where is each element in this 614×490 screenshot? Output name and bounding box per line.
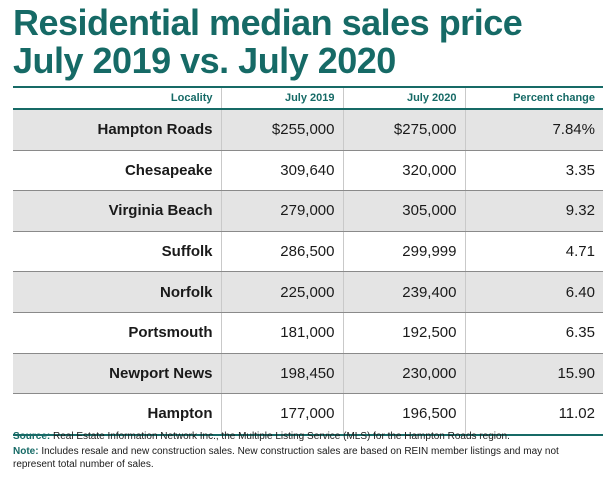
july-2019-cell: $255,000	[220, 109, 343, 151]
source-text: Real Estate Information Network Inc., th…	[53, 431, 510, 442]
july-2019-cell: 177,000	[220, 393, 343, 436]
july-2020-cell: 320,000	[342, 150, 465, 192]
table-body: Hampton Roads $255,000 $275,000 7.84% Chesap…	[13, 109, 603, 436]
table-row: Newport News 198,450 230,000 15.90	[13, 353, 603, 395]
july-2020-cell: 299,999	[342, 231, 465, 273]
percent-change-cell: 11.02	[464, 393, 603, 436]
table-row: Chesapeake 309,640 320,000 3.35	[13, 150, 603, 192]
table-row: Hampton Roads $255,000 $275,000 7.84%	[13, 109, 603, 151]
july-2020-cell: $275,000	[342, 109, 465, 151]
header-row: Locality July 2019 July 2020 Percent cha…	[13, 86, 603, 110]
title-line-1: Residential median sales price	[13, 2, 523, 43]
source-label: Source:	[13, 431, 51, 442]
percent-change-cell: 4.71	[464, 231, 603, 273]
locality-cell: Hampton	[13, 393, 221, 436]
table-row: Suffolk 286,500 299,999 4.71	[13, 231, 603, 273]
header-locality: Locality	[13, 86, 221, 110]
table-row: Hampton 177,000 196,500 11.02	[13, 393, 603, 436]
percent-change-cell: 7.84%	[464, 109, 603, 151]
locality-cell: Newport News	[13, 353, 221, 395]
price-table-container: Locality July 2019 July 2020 Percent cha…	[13, 86, 603, 436]
locality-cell: Chesapeake	[13, 150, 221, 192]
footnotes: Source: Real Estate Information Network …	[13, 430, 603, 473]
chart-title: Residential median sales price July 2019…	[13, 4, 603, 80]
price-table: Locality July 2019 July 2020 Percent cha…	[13, 86, 603, 436]
july-2020-cell: 230,000	[342, 353, 465, 395]
july-2020-cell: 305,000	[342, 190, 465, 232]
note: Note: Includes resale and new constructi…	[13, 445, 603, 471]
locality-cell: Virginia Beach	[13, 190, 221, 232]
july-2019-cell: 198,450	[220, 353, 343, 395]
july-2019-cell: 309,640	[220, 150, 343, 192]
july-2020-cell: 239,400	[342, 271, 465, 313]
percent-change-cell: 3.35	[464, 150, 603, 192]
table-row: Virginia Beach 279,000 305,000 9.32	[13, 190, 603, 232]
july-2019-cell: 279,000	[220, 190, 343, 232]
locality-cell: Norfolk	[13, 271, 221, 313]
table-row: Norfolk 225,000 239,400 6.40	[13, 271, 603, 313]
percent-change-cell: 6.35	[464, 312, 603, 354]
percent-change-cell: 15.90	[464, 353, 603, 395]
july-2019-cell: 181,000	[220, 312, 343, 354]
header-july-2020: July 2020	[342, 86, 465, 110]
source-note: Source: Real Estate Information Network …	[13, 430, 603, 443]
percent-change-cell: 6.40	[464, 271, 603, 313]
title-line-2: July 2019 vs. July 2020	[13, 40, 396, 81]
july-2019-cell: 225,000	[220, 271, 343, 313]
table-row: Portsmouth 181,000 192,500 6.35	[13, 312, 603, 354]
july-2020-cell: 192,500	[342, 312, 465, 354]
header-percent-change: Percent change	[464, 86, 603, 110]
july-2019-cell: 286,500	[220, 231, 343, 273]
note-text: Includes resale and new construction sal…	[13, 446, 559, 470]
july-2020-cell: 196,500	[342, 393, 465, 436]
note-label: Note:	[13, 446, 39, 457]
percent-change-cell: 9.32	[464, 190, 603, 232]
locality-cell: Portsmouth	[13, 312, 221, 354]
locality-cell: Suffolk	[13, 231, 221, 273]
header-july-2019: July 2019	[220, 86, 343, 110]
locality-cell: Hampton Roads	[13, 109, 221, 151]
